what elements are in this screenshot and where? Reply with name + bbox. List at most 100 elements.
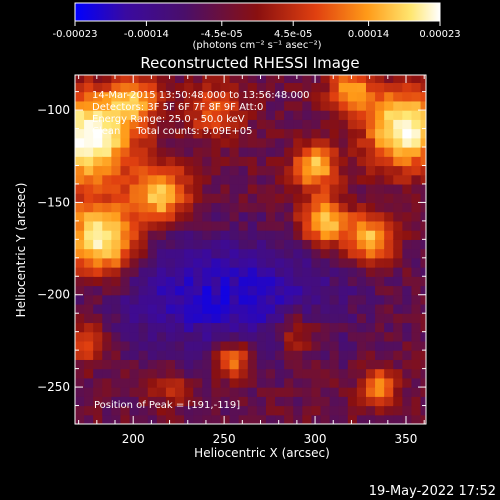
- heatmap-cell: [220, 405, 231, 416]
- heatmap-cell: [365, 387, 376, 397]
- heatmap-cell: [393, 340, 403, 351]
- heatmap-cell: [420, 100, 426, 111]
- heatmap-cell: [93, 377, 103, 388]
- heatmap-cell: [129, 137, 140, 148]
- heatmap-cell: [238, 202, 249, 213]
- heatmap-cell: [302, 202, 313, 213]
- colorbar-ticks: -0.00023 -0.00014 -4.5e-05 4.5e-05 0.00014 0.…: [53, 21, 461, 40]
- heatmap-cell: [202, 110, 212, 120]
- heatmap-cell: [347, 368, 358, 379]
- heatmap-cell: [275, 267, 285, 277]
- heatmap-cell: [229, 156, 240, 167]
- heatmap-cell: [193, 137, 203, 148]
- heatmap-cell: [129, 110, 140, 120]
- heatmap-cell: [402, 248, 413, 259]
- heatmap-cell: [302, 350, 313, 360]
- heatmap-cell: [384, 313, 394, 324]
- heatmap-cell: [356, 322, 367, 333]
- heatmap-cell: [111, 239, 122, 250]
- heatmap-cell: [338, 414, 349, 424]
- heatmap-cell: [411, 322, 422, 333]
- heatmap-cell: [156, 331, 167, 342]
- heatmap-cell: [375, 387, 385, 397]
- heatmap-cell: [265, 156, 276, 167]
- heatmap-cell: [356, 119, 367, 130]
- heatmap-cell: [256, 128, 267, 139]
- heatmap-cell: [229, 174, 240, 185]
- heatmap-cell: [156, 119, 167, 130]
- heatmap-cell: [220, 396, 231, 407]
- heatmap-cell: [156, 156, 167, 167]
- heatmap-cell: [156, 377, 167, 388]
- heatmap-cell: [175, 91, 185, 102]
- heatmap-cell: [384, 340, 394, 351]
- heatmap-cell: [165, 405, 176, 416]
- heatmap-cell: [402, 91, 413, 102]
- heatmap-cell: [393, 405, 403, 416]
- heatmap-cell: [347, 276, 358, 287]
- heatmap-cell: [411, 350, 422, 360]
- heatmap-cell: [365, 230, 376, 240]
- heatmap-cell: [302, 257, 313, 268]
- heatmap-cell: [356, 359, 367, 370]
- heatmap-cell: [375, 193, 385, 204]
- heatmap-cell: [265, 91, 276, 102]
- heatmap-cell: [120, 396, 131, 407]
- heatmap-cell: [302, 211, 313, 222]
- heatmap-cell: [220, 137, 231, 148]
- heatmap-cell: [147, 322, 158, 333]
- heatmap-cell: [365, 119, 376, 130]
- heatmap-cell: [75, 119, 85, 130]
- heatmap-cell: [84, 165, 94, 176]
- heatmap-cell: [229, 110, 240, 120]
- heatmap-cell: [275, 322, 285, 333]
- heatmap-cell: [102, 267, 112, 277]
- heatmap-cell: [338, 285, 349, 296]
- heatmap-cell: [156, 75, 167, 83]
- heatmap-cell: [138, 340, 149, 351]
- heatmap-cell: [329, 368, 340, 379]
- heatmap-cell: [120, 294, 131, 305]
- heatmap-cell: [293, 211, 303, 222]
- heatmap-cell: [247, 202, 258, 213]
- heatmap-cell: [356, 331, 367, 342]
- heatmap-cell: [229, 100, 240, 111]
- heatmap-cell: [156, 137, 167, 148]
- heatmap-cell: [320, 377, 331, 388]
- heatmap-cell: [420, 174, 426, 185]
- heatmap-cell: [320, 91, 331, 102]
- heatmap-cell: [293, 377, 303, 388]
- heatmap-cell: [75, 230, 85, 240]
- heatmap-cell: [102, 331, 112, 342]
- heatmap-cell: [247, 396, 258, 407]
- heatmap-cell: [347, 100, 358, 111]
- chart-title: Reconstructed RHESSI Image: [140, 54, 359, 72]
- heatmap-cell: [238, 75, 249, 83]
- heatmap-cell: [311, 257, 322, 268]
- heatmap-cell: [211, 405, 222, 416]
- heatmap-cell: [193, 202, 203, 213]
- heatmap-cell: [256, 377, 267, 388]
- heatmap-cell: [302, 165, 313, 176]
- heatmap-cell: [284, 414, 294, 424]
- heatmap-cell: [393, 313, 403, 324]
- heatmap-cell: [256, 387, 267, 397]
- heatmap-cell: [338, 100, 349, 111]
- heatmap-cell: [247, 359, 258, 370]
- y-tick-label: −250: [37, 380, 70, 394]
- heatmap-cell: [138, 239, 149, 250]
- heatmap-cell: [147, 230, 158, 240]
- heatmap-cell: [175, 75, 185, 83]
- heatmap-cell: [102, 100, 112, 111]
- heatmap-cell: [338, 147, 349, 157]
- heatmap-cell: [193, 331, 203, 342]
- heatmap-cell: [238, 174, 249, 185]
- heatmap-cell: [293, 368, 303, 379]
- heatmap-cell: [329, 100, 340, 111]
- heatmap-cell: [293, 174, 303, 185]
- heatmap-cell: [138, 368, 149, 379]
- heatmap-cell: [375, 396, 385, 407]
- heatmap-cell: [247, 91, 258, 102]
- heatmap-cell: [302, 276, 313, 287]
- heatmap-cell: [356, 165, 367, 176]
